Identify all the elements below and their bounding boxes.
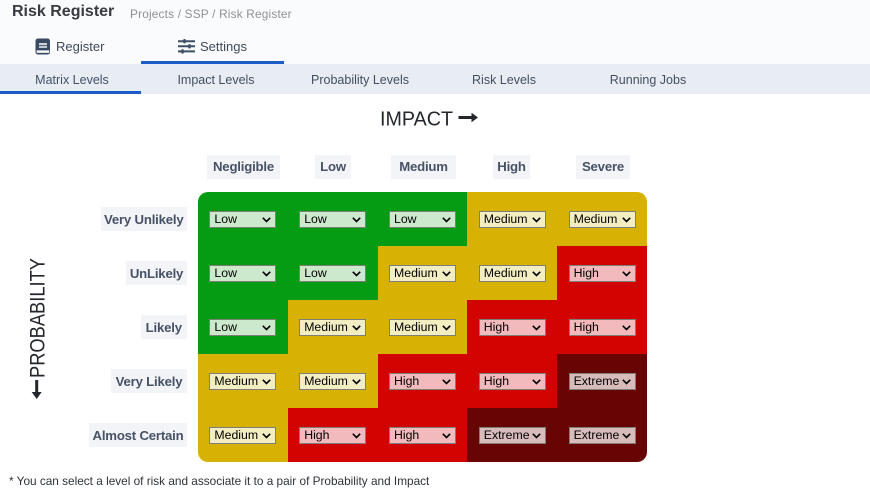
svg-text:PROBABILITY: PROBABILITY (25, 258, 49, 378)
svg-text:IMPACT: IMPACT (380, 108, 453, 131)
